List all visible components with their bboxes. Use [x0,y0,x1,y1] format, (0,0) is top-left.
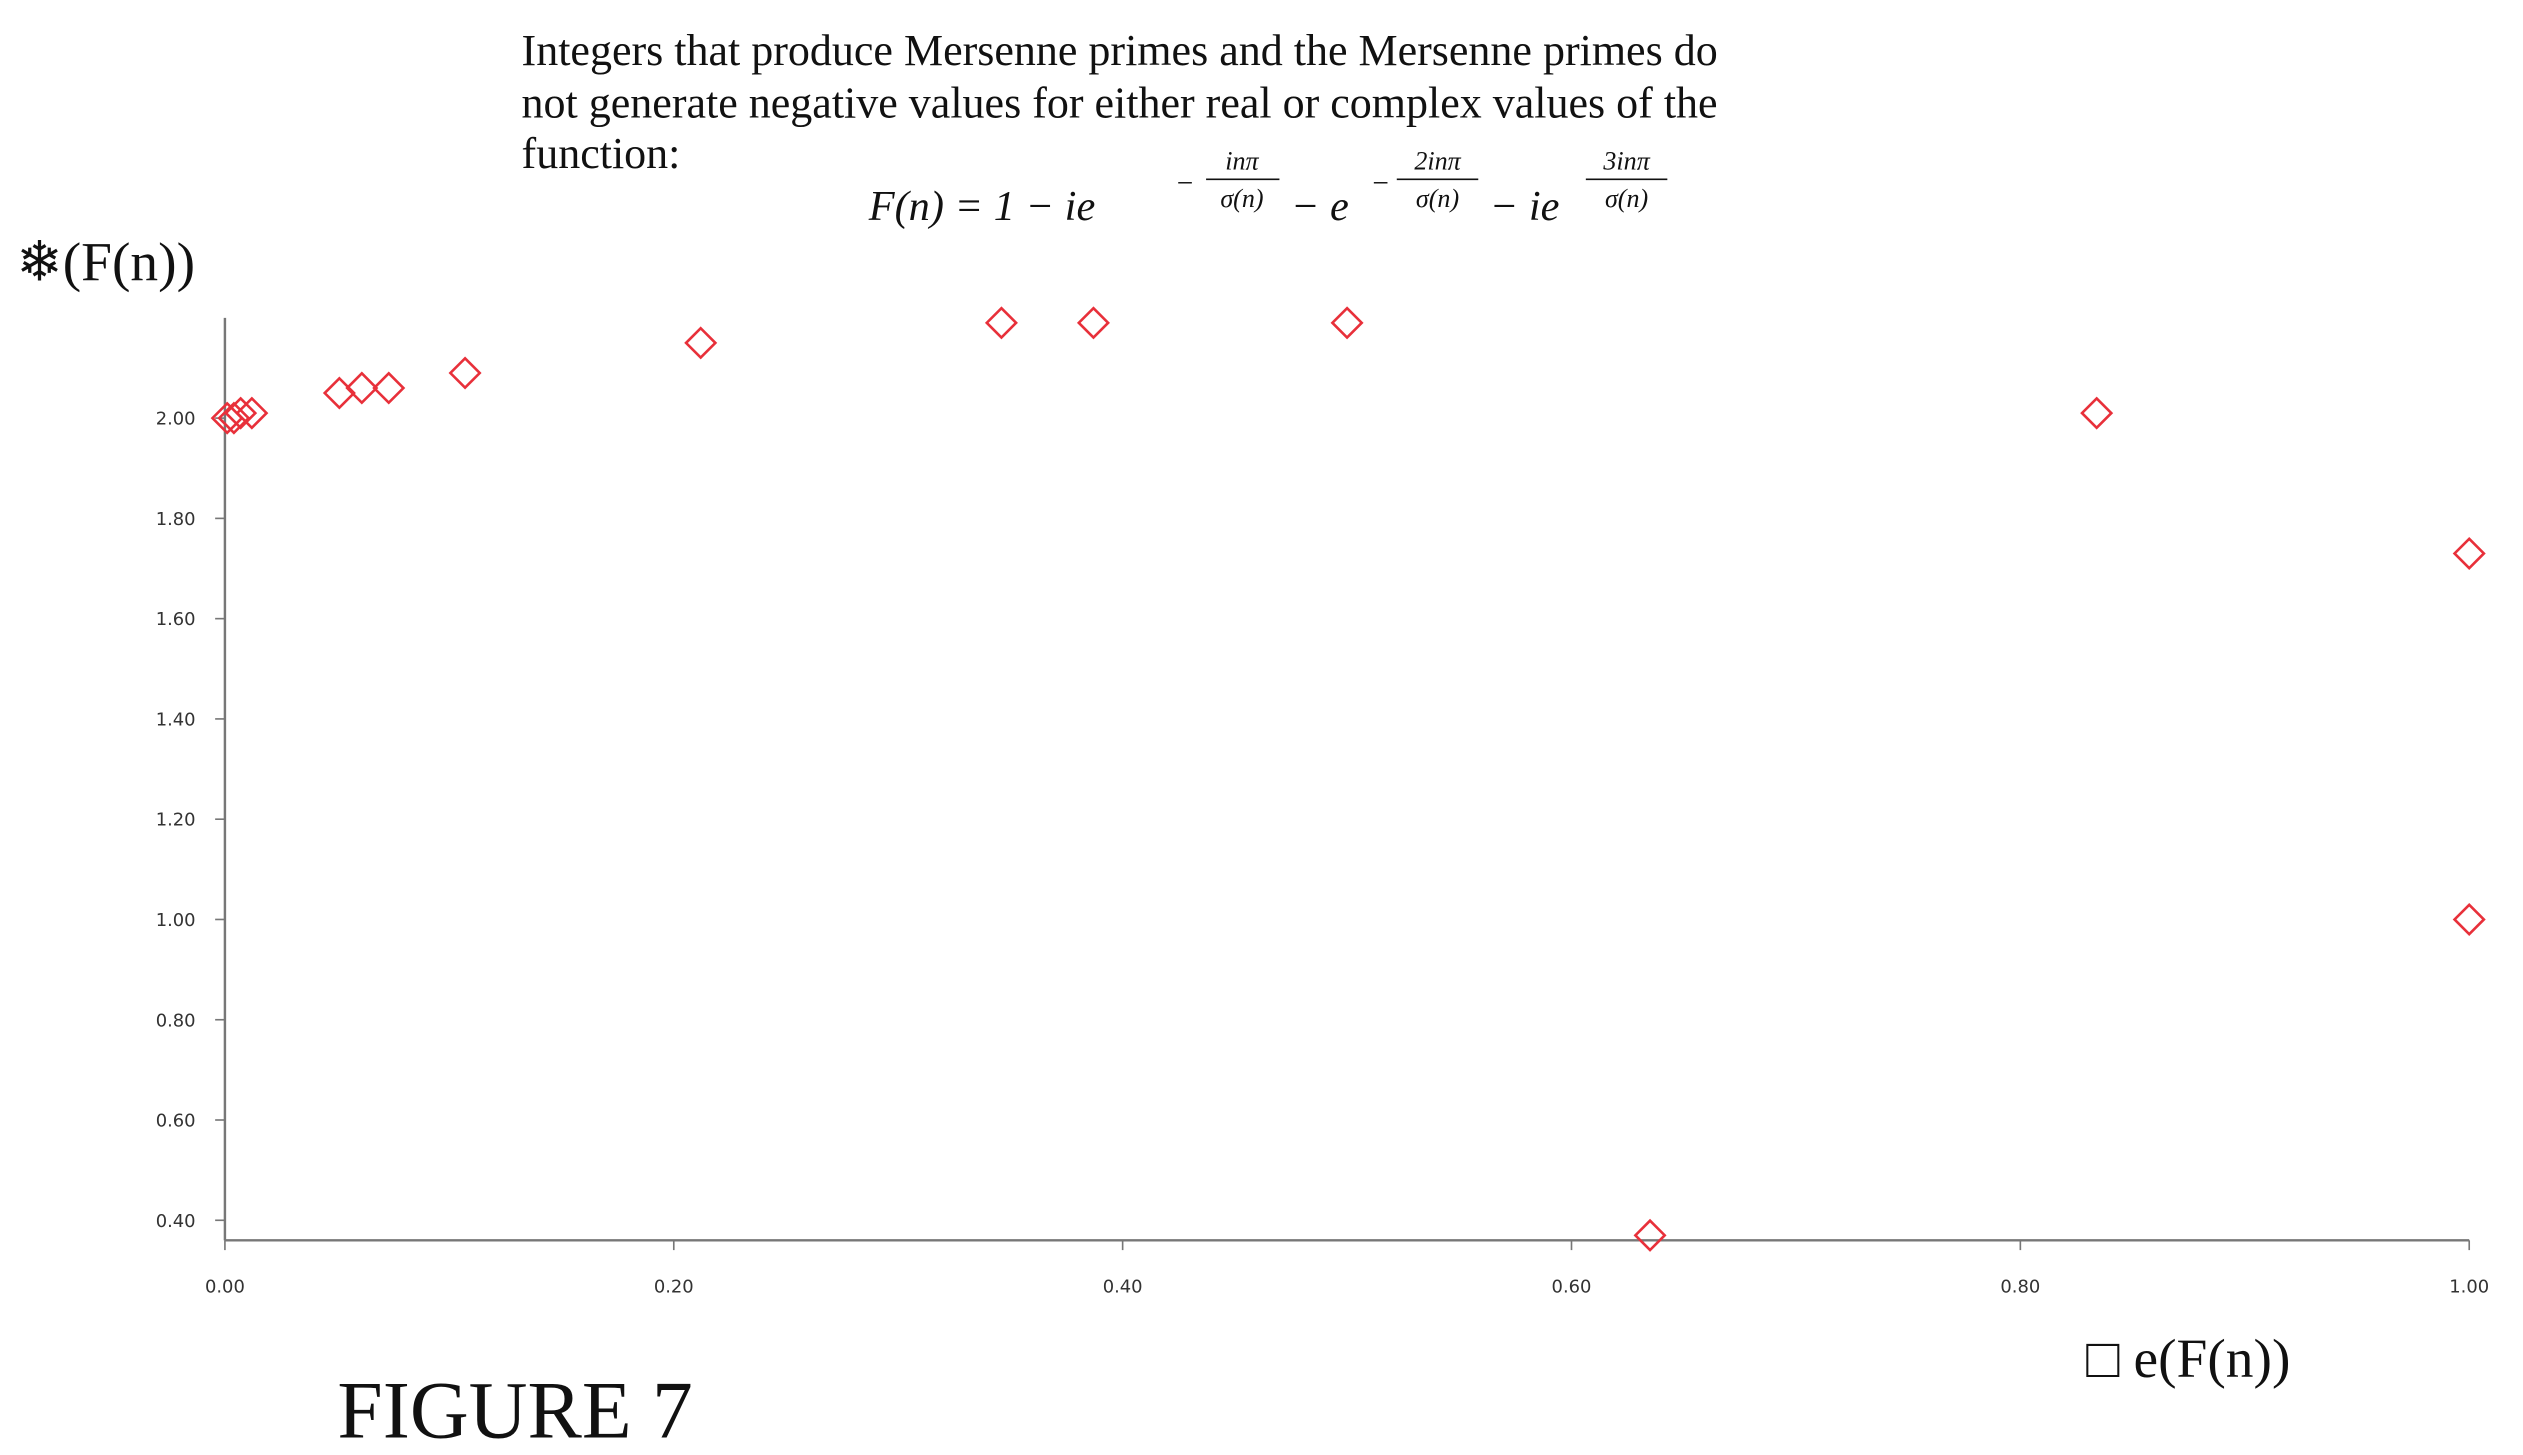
data-point [984,306,1018,340]
x-axis-label: □ e(F(n)) [2086,1328,2290,1389]
x-tick-label: 0.80 [2000,1276,2040,1297]
formula-part: − ie [1490,183,1560,230]
data-point [224,396,258,430]
y-tick-label: 0.60 [156,1111,196,1132]
data-point [372,371,406,405]
formula-denominator: σ(n) [1220,184,1263,213]
x-tick-label: 0.40 [1103,1276,1143,1297]
y-tick-label: 2.00 [156,409,196,430]
y-axis-label: ❄(F(n)) [16,231,195,292]
data-point [448,356,482,390]
formula-denominator: σ(n) [1605,184,1648,213]
y-tick-label: 1.40 [156,709,196,730]
y-tick-label: 1.00 [156,910,196,931]
data-point [235,396,269,430]
data-point [322,376,356,410]
data-point [2452,536,2486,570]
formula-sign: − [1177,167,1194,199]
formula-denominator: σ(n) [1416,184,1459,213]
title-line: not generate negative values for either … [522,78,1718,127]
y-tick-label: 0.40 [156,1211,196,1232]
formula-numerator: 3inπ [1602,147,1650,176]
y-tick-label: 1.80 [156,509,196,530]
x-tick-label: 0.20 [654,1276,694,1297]
formula-numerator: 2inπ [1414,147,1461,176]
formula-part: − e [1291,183,1349,230]
data-point [1076,306,1110,340]
x-tick-label: 1.00 [2449,1276,2489,1297]
data-point [2080,396,2114,430]
x-tick-label: 0.60 [1552,1276,1592,1297]
data-point [345,371,379,405]
figure-caption: FIGURE 7 [337,1365,692,1455]
formula-numerator: inπ [1225,147,1259,176]
title-line: function: [522,129,681,178]
data-point [684,326,718,360]
x-tick-label: 0.00 [205,1276,245,1297]
data-point [217,401,251,435]
formula-part: F(n) = 1 − ie [868,183,1096,230]
data-point [1633,1218,1667,1252]
data-point [1330,306,1364,340]
y-tick-label: 0.80 [156,1010,196,1031]
formula-sign: − [1372,167,1389,199]
title-line: Integers that produce Mersenne primes an… [522,26,1718,75]
y-tick-label: 1.20 [156,810,196,831]
data-point [2452,902,2486,936]
y-tick-label: 1.60 [156,609,196,630]
